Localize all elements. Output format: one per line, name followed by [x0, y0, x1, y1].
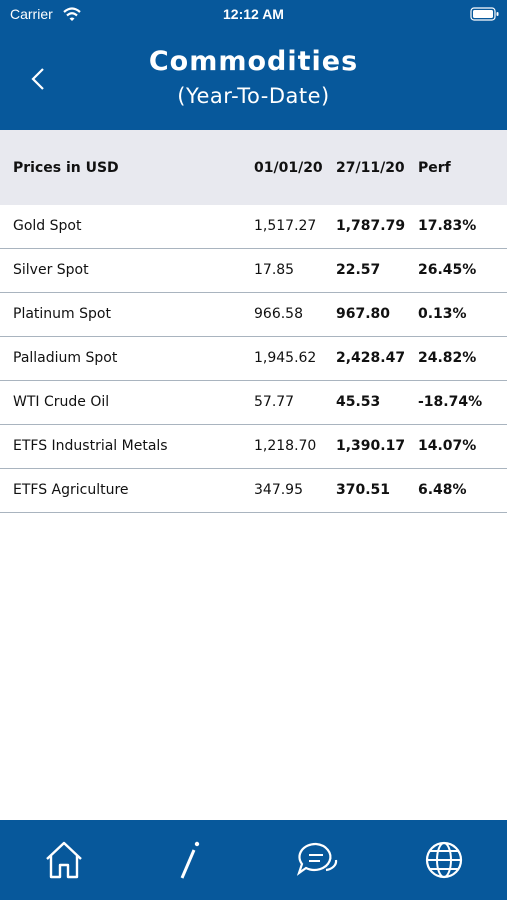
table-cell: 966.58: [254, 306, 303, 322]
title: Commodities: [148, 46, 359, 77]
table-cell: 17.85: [254, 262, 295, 278]
table-cell: Platinum Spot: [13, 306, 111, 322]
table-row: Palladium Spot 1,945.62 2,428.47 24.82%: [0, 337, 507, 381]
battery-icon: [470, 7, 499, 21]
table-cell: Gold Spot: [13, 218, 82, 234]
subtitle: (Year-To-Date): [177, 84, 330, 108]
table-cell: 0.13%: [418, 306, 467, 322]
carrier: Carrier: [10, 6, 53, 22]
table-cell: 57.77: [254, 394, 295, 410]
column-header: 27/11/20: [336, 160, 405, 176]
table-header: Prices in USD 01/01/20 27/11/20 Perf: [0, 130, 507, 205]
table-cell: 347.95: [254, 482, 303, 498]
table-row: ETFS Agriculture 347.95 370.51 6.48%: [0, 469, 507, 513]
table-cell: 17.83%: [418, 218, 477, 234]
table-cell: 1,390.17: [336, 438, 406, 454]
table-cell: 26.45%: [418, 262, 477, 278]
table-cell: 967.80: [336, 306, 391, 322]
table-cell: Palladium Spot: [13, 350, 118, 366]
table-cell: 1,945.62: [254, 350, 317, 366]
web-tab[interactable]: [424, 840, 464, 880]
table-cell: Silver Spot: [13, 262, 89, 278]
table-cell: 1,218.70: [254, 438, 317, 454]
table-cell: 14.07%: [418, 438, 477, 454]
table-cell: WTI Crude Oil: [13, 394, 110, 410]
header-bar: Carrier 12:12 AM Commodities (Year-To-Da…: [0, 0, 507, 130]
column-header: Perf: [418, 160, 451, 176]
table-cell: 1,787.79: [336, 218, 406, 234]
back-button[interactable]: [28, 66, 48, 92]
clock: 12:12 AM: [223, 6, 284, 22]
tab-bar: [0, 820, 507, 900]
column-header: 01/01/20: [254, 160, 323, 176]
table-row: Gold Spot 1,517.27 1,787.79 17.83%: [0, 205, 507, 249]
table-cell: 6.48%: [418, 482, 467, 498]
table-cell: ETFS Agriculture: [13, 482, 129, 498]
table-row: WTI Crude Oil 57.77 45.53 -18.74%: [0, 381, 507, 425]
info-tab[interactable]: [170, 840, 210, 880]
table-cell: ETFS Industrial Metals: [13, 438, 168, 454]
table-cell: 22.57: [336, 262, 381, 278]
wifi-icon: [63, 7, 81, 21]
table-cell: 1,517.27: [254, 218, 317, 234]
table-cell: 24.82%: [418, 350, 477, 366]
table-cell: -18.74%: [418, 394, 483, 410]
table-cell: 45.53: [336, 394, 381, 410]
table-cell: 2,428.47: [336, 350, 406, 366]
home-tab[interactable]: [44, 840, 84, 880]
chat-tab[interactable]: [296, 840, 340, 880]
column-header: Prices in USD: [13, 160, 119, 176]
table-row: ETFS Industrial Metals 1,218.70 1,390.17 14…: [0, 425, 507, 469]
table-row: Silver Spot 17.85 22.57 26.45%: [0, 249, 507, 293]
table-cell: 370.51: [336, 482, 391, 498]
table-row: Platinum Spot 966.58 967.80 0.13%: [0, 293, 507, 337]
